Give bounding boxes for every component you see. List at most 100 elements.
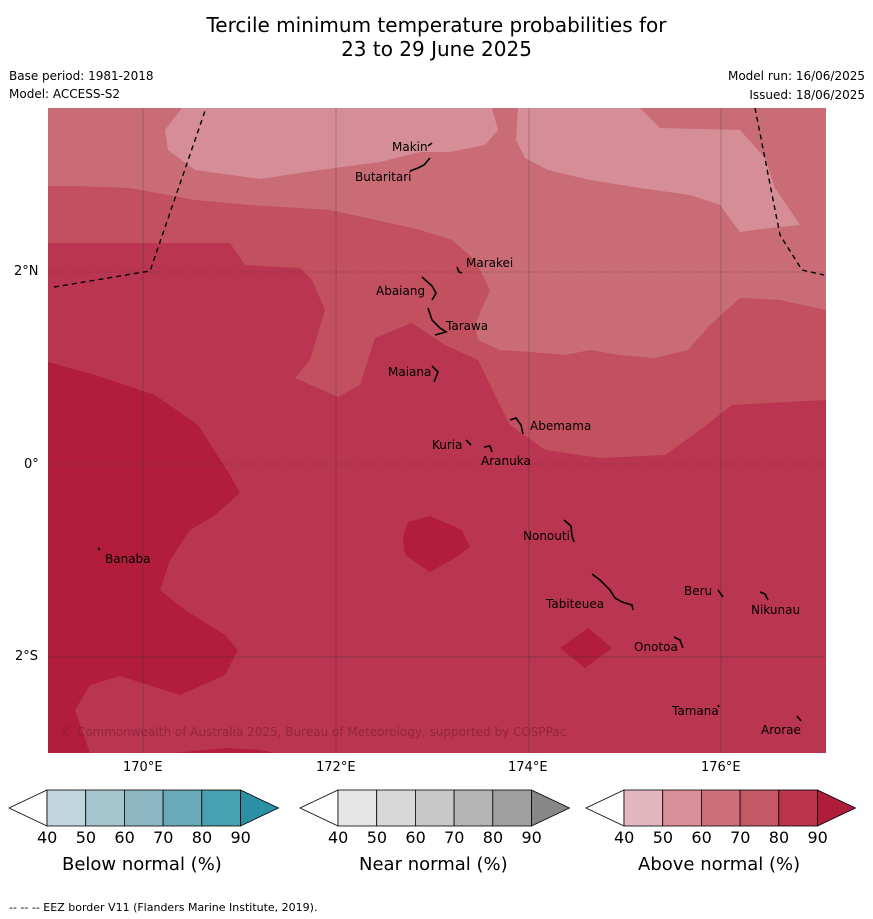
colorbar-tick-label: 80 — [191, 828, 213, 847]
colorbar-near-normal — [299, 789, 571, 827]
label-nikunau: Nikunau — [751, 603, 800, 617]
label-abemama: Abemama — [530, 419, 591, 433]
colorbar-extend-high — [817, 789, 857, 827]
colorbar-tick-label: 70 — [153, 828, 174, 847]
colorbar-tick-label: 40 — [328, 828, 349, 847]
island-abemama — [509, 417, 524, 435]
island-nikunau — [759, 591, 769, 601]
colorbar-extend-low — [585, 789, 625, 827]
colorbar-segment — [85, 789, 125, 827]
colorbar-title-near: Near normal (%) — [359, 854, 508, 875]
island-tamana — [717, 704, 720, 708]
colorbar-tick-label: 60 — [691, 828, 712, 847]
lat-label-2s: 2°S — [15, 649, 39, 664]
label-kuria: Kuria — [432, 438, 463, 452]
colorbar-tick-label: 40 — [37, 828, 58, 847]
colorbar-segment — [453, 789, 494, 827]
label-beru: Beru — [684, 584, 712, 598]
lat-label-2n: 2°N — [14, 264, 39, 279]
colorbar-extend-low — [8, 789, 48, 827]
zone-50-northeast — [516, 108, 800, 232]
island-arorae — [796, 715, 802, 722]
label-arorae: Arorae — [761, 723, 801, 737]
lon-label-170e: 170°E — [123, 760, 163, 775]
model-run-text: Model run: 16/06/2025 — [727, 69, 865, 83]
colorbar-title-above: Above normal (%) — [638, 854, 801, 875]
island-onotoa — [673, 636, 684, 649]
colorbar-segment — [162, 789, 203, 827]
label-aranuka: Aranuka — [481, 454, 531, 468]
label-maiana: Maiana — [388, 365, 431, 379]
island-marakei — [456, 266, 463, 274]
island-outlines — [97, 142, 802, 722]
colorbar-segment — [492, 789, 532, 827]
island-banaba — [97, 547, 101, 551]
island-makin — [427, 142, 433, 147]
colorbar-tick-label: 60 — [405, 828, 426, 847]
island-nonouti — [563, 519, 575, 543]
lon-label-174e: 174°E — [508, 760, 548, 775]
base-period-text: Base period: 1981-2018 — [9, 69, 154, 83]
model-text: Model: ACCESS-S2 — [9, 87, 121, 101]
colorbar-tick-label: 50 — [652, 828, 674, 847]
colorbar-tick-label: 40 — [614, 828, 635, 847]
zone-90-blob1 — [403, 516, 470, 572]
island-beru — [717, 589, 724, 598]
island-maiana — [431, 365, 439, 383]
zone-50-north — [165, 108, 498, 179]
zone-90-west — [48, 362, 240, 753]
colorbar-tick-label: 90 — [230, 828, 251, 847]
colorbar-tick-label: 90 — [521, 828, 542, 847]
colorbar-below-normal — [8, 789, 280, 827]
label-makin: Makin — [392, 140, 428, 154]
island-aranuka — [483, 445, 493, 453]
colorbar-tick-label: 70 — [444, 828, 465, 847]
label-butaritari: Butaritari — [355, 170, 412, 184]
lon-label-172e: 172°E — [316, 760, 356, 775]
colorbar-segment — [701, 789, 741, 827]
colorbar-segment — [414, 789, 455, 827]
place-labels: Makin Butaritari Marakei Abaiang Tarawa … — [105, 140, 801, 737]
label-tabiteuea: Tabiteuea — [545, 597, 604, 611]
label-onotoa: Onotoa — [634, 640, 678, 654]
zone-80 — [48, 243, 826, 753]
chart-title-line1: Tercile minimum temperature probabilitie… — [206, 13, 667, 37]
colorbar-above-normal — [585, 789, 857, 827]
colorbar-segment — [337, 789, 378, 827]
colorbars — [8, 789, 857, 827]
colorbar-segment — [46, 789, 87, 827]
island-tabiteuea — [591, 573, 634, 611]
colorbar-tick-label: 60 — [114, 828, 135, 847]
island-butaritari — [409, 157, 431, 172]
label-tarawa: Tarawa — [445, 319, 488, 333]
colorbar-tick-label: 70 — [730, 828, 751, 847]
issued-text: Issued: 18/06/2025 — [749, 88, 865, 102]
label-banaba: Banaba — [105, 552, 151, 566]
colorbar-tick-label: 80 — [482, 828, 504, 847]
footer-eez-note: -- -- -- EEZ border V11 (Flanders Marine… — [9, 901, 318, 914]
colorbar-tick-label: 50 — [366, 828, 388, 847]
island-tarawa — [427, 307, 448, 336]
colorbar-title-below: Below normal (%) — [62, 854, 222, 875]
colorbar-segment — [662, 789, 702, 827]
eez-borders — [53, 108, 825, 288]
zone-90-south — [175, 748, 275, 753]
gridlines — [48, 108, 826, 753]
label-nonouti: Nonouti — [523, 529, 570, 543]
copyright-text: © Commonwealth of Australia 2025, Bureau… — [61, 725, 566, 739]
colorbar-tick-label: 90 — [807, 828, 828, 847]
island-abaiang — [421, 276, 437, 301]
colorbar-segment — [739, 789, 780, 827]
colorbar-segment — [201, 789, 241, 827]
colorbar-tick-label: 80 — [768, 828, 790, 847]
map-contours: Makin Butaritari Marakei Abaiang Tarawa … — [48, 108, 826, 753]
colorbar-segment — [778, 789, 818, 827]
zone-90-blob2 — [560, 628, 612, 668]
eez-border-east — [754, 108, 825, 276]
label-tamana: Tamana — [671, 704, 719, 718]
zone-60-corner — [90, 108, 112, 115]
colorbar-segment — [124, 789, 164, 827]
colorbar-tick-label: 50 — [75, 828, 97, 847]
colorbar-extend-low — [299, 789, 339, 827]
